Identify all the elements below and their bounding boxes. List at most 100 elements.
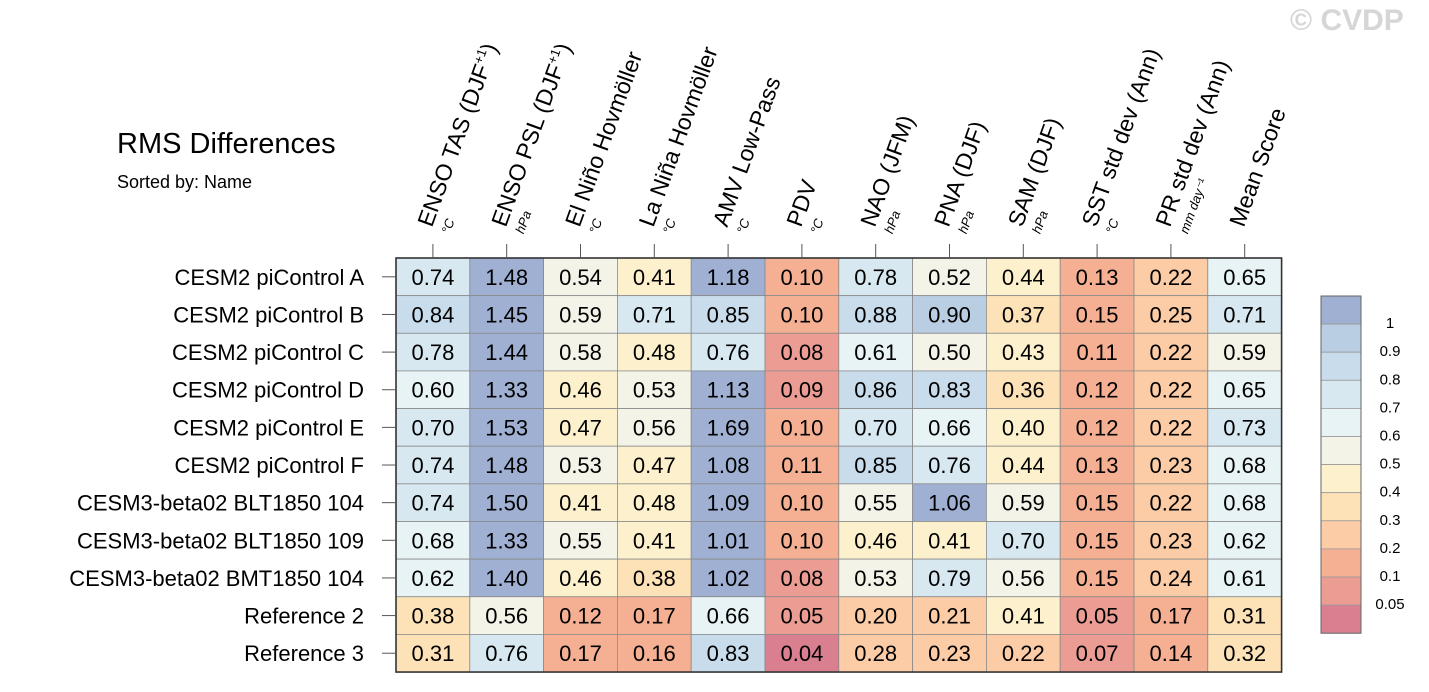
heatmap-cell [617, 408, 692, 447]
colorbar-label: 0.8 [1380, 371, 1401, 388]
colorbar-swatch [1320, 604, 1362, 634]
cell-value: 0.25 [1149, 302, 1192, 327]
heatmap-cell [617, 558, 692, 598]
cell-value: 0.73 [1223, 415, 1266, 440]
heatmap-cell [1207, 257, 1283, 297]
cell-value: 0.62 [1223, 528, 1266, 553]
cell-value: 0.41 [928, 528, 971, 553]
heatmap-cell [690, 445, 766, 485]
column-unit: hPa [1029, 209, 1051, 236]
cell-value: 1.08 [707, 453, 750, 478]
cell-value: 0.22 [1149, 415, 1192, 440]
column-unit: °C [734, 216, 753, 235]
cvdp-watermark: © CVDP [1290, 4, 1404, 37]
cell-value: 0.15 [1076, 302, 1119, 327]
cell-value: 0.05 [780, 604, 823, 629]
colorbar-swatch [1320, 520, 1362, 550]
row-label: CESM2 piControl A [174, 265, 364, 290]
cell-value: 0.55 [559, 528, 602, 553]
cell-value: 0.44 [1002, 453, 1045, 478]
cell-value: 0.41 [633, 265, 676, 290]
cell-value: 0.78 [411, 340, 454, 365]
column-unit: °C [807, 216, 826, 235]
cell-value: 0.14 [1149, 641, 1192, 666]
heatmap-cell [1059, 558, 1135, 598]
cell-value: 0.70 [1002, 528, 1045, 553]
heatmap-cell [764, 596, 840, 635]
cell-value: 0.76 [485, 641, 528, 666]
heatmap-cell [617, 445, 692, 485]
cell-value: 0.17 [633, 604, 676, 629]
column-label: PNA (DJF) [929, 118, 991, 230]
colorbar-swatch [1320, 464, 1362, 494]
cell-value: 0.04 [780, 641, 823, 666]
heatmap-cell [1207, 408, 1283, 447]
heatmap-cell [986, 295, 1061, 334]
heatmap-cell [690, 596, 766, 635]
cell-value: 0.23 [928, 641, 971, 666]
heatmap-cell [1133, 257, 1209, 297]
heatmap-cell [543, 634, 618, 673]
colorbar-swatch [1320, 436, 1362, 466]
heatmap-cell [690, 295, 766, 334]
heatmap-cell [764, 370, 840, 409]
cell-value: 0.11 [1077, 340, 1118, 365]
heatmap-cell [838, 445, 913, 485]
heatmap-cell [1133, 445, 1209, 485]
colorbar-swatch [1320, 576, 1362, 606]
cell-value: 0.61 [854, 340, 897, 365]
cell-value: 0.21 [928, 604, 971, 629]
column-label: SAM (DJF) [1003, 114, 1066, 230]
heatmap-cell [1207, 634, 1283, 673]
cell-value: 0.76 [707, 340, 750, 365]
heatmap-cell [1059, 634, 1135, 673]
cell-value: 0.22 [1149, 378, 1192, 403]
cell-value: 0.40 [1002, 415, 1045, 440]
chart-title: RMS Differences [117, 128, 336, 160]
cell-value: 0.17 [559, 641, 602, 666]
cell-value: 0.48 [633, 491, 676, 516]
heatmap-cell [469, 483, 544, 522]
cell-value: 0.16 [633, 641, 676, 666]
column-unit: °C [660, 216, 679, 235]
column-label: ENSO TAS (DJF+1) [412, 40, 502, 230]
heatmap-cell [1059, 521, 1135, 560]
heatmap-cell [690, 483, 766, 522]
heatmap-cell [838, 596, 913, 635]
cell-value: 0.08 [780, 340, 823, 365]
heatmap-cell [1133, 295, 1209, 334]
cell-value: 0.68 [1223, 491, 1266, 516]
cell-value: 0.83 [707, 641, 750, 666]
colorbar-label: 0.5 [1380, 456, 1401, 473]
cell-value: 0.88 [854, 302, 897, 327]
heatmap-cell [1133, 408, 1209, 447]
cell-value: 0.23 [1149, 453, 1192, 478]
chart-subtitle: Sorted by: Name [117, 172, 253, 192]
cell-value: 0.48 [633, 340, 676, 365]
heatmap-cell [838, 370, 913, 409]
column-header: NAO (JFM)hPa [855, 112, 919, 236]
colorbar-label: 0.3 [1380, 512, 1401, 529]
heatmap-cell [543, 596, 618, 635]
cell-value: 0.86 [854, 378, 897, 403]
heatmap-cell [617, 596, 692, 635]
cell-value: 0.28 [854, 641, 897, 666]
cell-value: 0.85 [707, 302, 750, 327]
cell-value: 0.84 [411, 302, 454, 327]
column-label: ENSO PSL (DJF+1) [486, 40, 576, 230]
heatmap-cell [764, 521, 840, 560]
heatmap-cell [986, 332, 1061, 372]
heatmap-cell [543, 558, 618, 598]
heatmap-cell [1207, 483, 1283, 522]
row-label: CESM2 piControl E [173, 415, 364, 440]
cell-value: 0.10 [780, 415, 823, 440]
heatmap-cell [1133, 558, 1209, 598]
column-label: AMV Low-Pass [707, 73, 785, 230]
column-unit: hPa [881, 209, 903, 236]
cell-value: 1.09 [707, 491, 750, 516]
heatmap-cell [912, 445, 987, 485]
cell-value: 0.08 [780, 566, 823, 591]
cell-value: 1.50 [485, 491, 528, 516]
heatmap-cell [912, 634, 987, 673]
colorbar-label: 0.05 [1375, 596, 1404, 613]
